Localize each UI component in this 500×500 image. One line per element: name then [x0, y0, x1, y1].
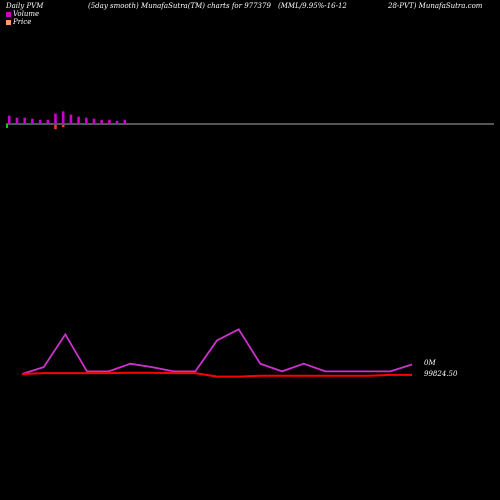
volume-bars — [6, 111, 127, 130]
legend-volume: Volume — [6, 10, 39, 18]
volume-bar — [31, 118, 34, 124]
volume-bar-down — [61, 125, 65, 128]
legend-volume-label: Volume — [13, 10, 40, 18]
y-label-price: 99824.50 — [424, 370, 458, 378]
line-series — [21, 328, 413, 378]
volume-bar — [92, 118, 96, 124]
volume-bar — [85, 117, 88, 124]
legend-price: Price — [6, 18, 31, 26]
price-series-line — [21, 371, 412, 378]
volume-bar — [23, 117, 26, 124]
volume-series-line — [21, 328, 413, 375]
volume-bar — [69, 114, 73, 124]
header-source: 28-PVT) MunafaSutra.com — [388, 2, 483, 10]
volume-bar — [123, 119, 127, 124]
volume-marker — [6, 124, 8, 128]
volume-bar — [108, 119, 111, 124]
volume-bar — [15, 117, 19, 124]
volume-bar — [77, 116, 80, 124]
legend-volume-swatch — [6, 11, 11, 17]
volume-bar — [46, 119, 50, 124]
volume-bar — [100, 119, 103, 124]
y-label-volume: 0M — [424, 359, 436, 367]
volume-bar-down — [54, 125, 57, 130]
header-title: Daily PVM — [6, 2, 44, 10]
volume-bar — [115, 120, 119, 124]
header-symbol: (MML/9.95%-16-12 — [278, 2, 347, 10]
volume-bar — [54, 113, 57, 124]
volume-bar — [38, 119, 42, 124]
legend-price-label: Price — [13, 18, 32, 26]
header-subtitle: (5day smooth) MunafaSutra(TM) charts for… — [88, 2, 271, 10]
legend-price-swatch — [6, 19, 11, 25]
volume-bar — [8, 115, 11, 124]
volume-bar — [61, 111, 65, 124]
